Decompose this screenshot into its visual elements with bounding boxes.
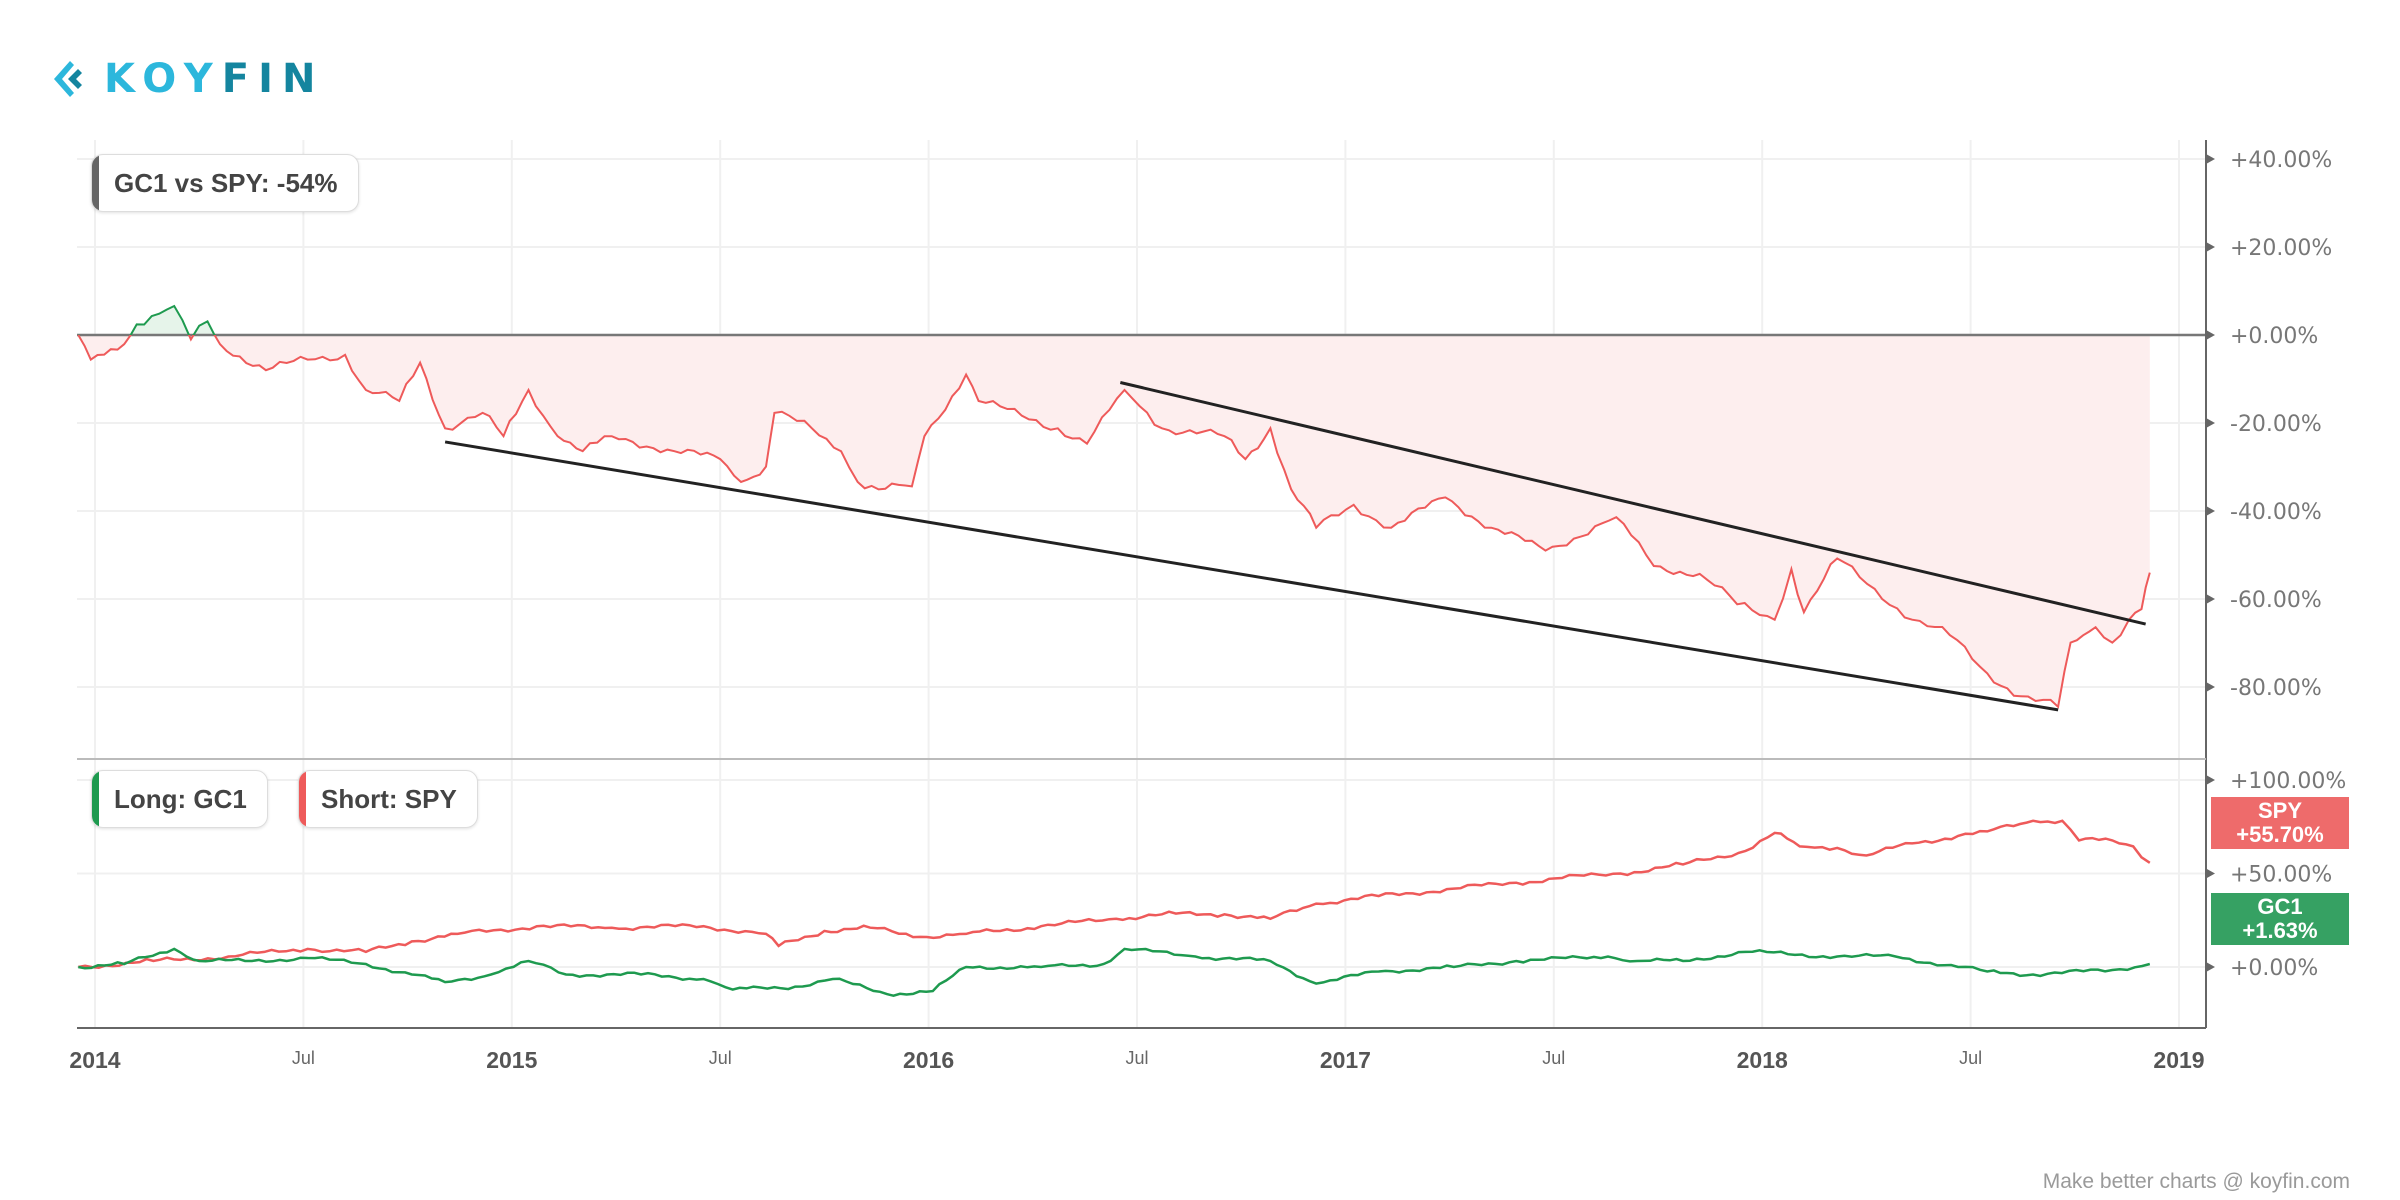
y-tick-label: -80.00% [2230,676,2322,701]
legend-long-gc1[interactable]: Long: GC1 [91,770,268,828]
spy-last-value-label: SPY +55.70% [2211,797,2349,849]
x-tick-label: Jul [1125,1048,1148,1068]
y-tick-mark [2206,868,2215,879]
y-tick-label: +40.00% [2230,148,2332,173]
x-tick-label: Jul [1959,1048,1982,1068]
y-tick-label: -40.00% [2230,500,2322,525]
trendline [444,440,2059,712]
spy-label-name: SPY [2257,798,2303,823]
x-tick-label: Jul [709,1048,732,1068]
logo-text-light: KOY [104,56,222,102]
y-tick-label: +0.00% [2230,324,2318,349]
koyfin-logo-icon [54,61,82,97]
x-tick-label: 2018 [1737,1047,1788,1073]
gc1-label-name: GC1 [2257,894,2303,919]
y-tick-mark [2206,154,2215,164]
y-tick-mark [2206,242,2215,252]
relative-line-negative [77,335,2151,709]
relative-performance-panel [77,304,2206,712]
footer-credit: Make better charts @ koyfin.com [2042,1170,2350,1193]
x-tick-label: 2017 [1320,1047,1371,1073]
y-tick-label: +0.00% [2230,956,2318,981]
relative-title-badge: GC1 vs SPY: -54% [91,154,359,212]
y-tick-mark [2206,418,2215,428]
y-tick-mark [2206,682,2215,692]
logo-text-dark: FIN [221,56,325,102]
gc1-label-value: +1.63% [2242,918,2318,943]
koyfin-logo: KOYFIN [50,56,324,102]
y-tick-label: +50.00% [2230,863,2332,888]
y-tick-label: +20.00% [2230,236,2332,261]
x-tick-label: 2019 [2153,1047,2204,1073]
x-tick-label: 2014 [69,1047,120,1073]
y-tick-mark [2206,330,2215,340]
trendline [1119,381,2146,626]
relative-area-negative [78,335,2150,707]
x-tick-label: Jul [1542,1048,1565,1068]
x-tick-label: 2016 [903,1047,954,1073]
long-short-panel [78,819,2151,997]
gc1-last-value-label: GC1 +1.63% [2211,893,2349,945]
spy-line [78,819,2151,969]
legend-short-spy[interactable]: Short: SPY [298,770,478,828]
y-tick-label: +100.00% [2230,769,2346,794]
y-tick-label: -20.00% [2230,412,2322,437]
x-tick-label: 2015 [486,1047,537,1073]
spy-label-value: +55.70% [2236,822,2324,847]
axes: 2014 Jul 2015 Jul 2016 Jul 2017 Jul 2018 Jul 2019 +… [69,140,2346,1073]
y-tick-mark [2206,506,2215,516]
x-tick-label: Jul [292,1048,315,1068]
y-tick-mark [2206,962,2215,972]
y-tick-label: -60.00% [2230,588,2322,613]
y-tick-mark [2206,594,2215,604]
y-tick-mark [2206,775,2215,785]
gc1-line [78,947,2151,997]
